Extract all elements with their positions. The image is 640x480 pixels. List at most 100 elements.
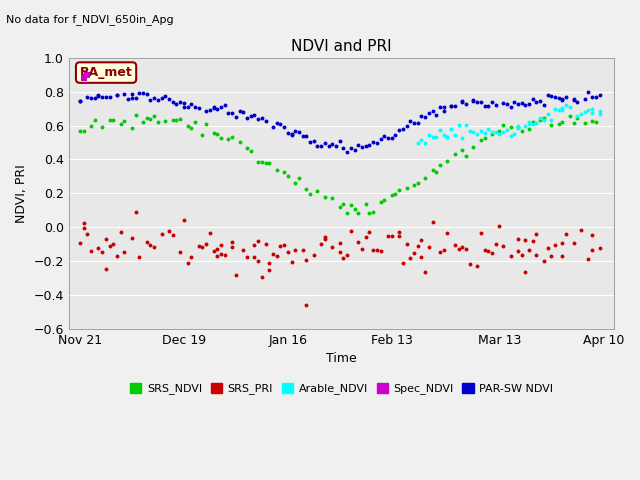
Point: [149, 243, 159, 251]
Point: [116, 120, 126, 128]
Point: [242, 144, 252, 152]
Point: [372, 246, 382, 253]
Point: [253, 237, 263, 245]
Point: [82, 94, 92, 101]
Point: [168, 231, 178, 239]
Point: [182, 260, 193, 267]
Point: [428, 133, 438, 141]
Point: [476, 136, 486, 144]
Point: [376, 135, 386, 143]
Point: [561, 93, 572, 100]
Point: [539, 117, 549, 124]
Point: [100, 94, 111, 101]
Point: [498, 128, 508, 136]
Point: [353, 141, 364, 149]
Point: [294, 174, 304, 182]
Point: [301, 256, 312, 264]
Point: [524, 125, 534, 133]
Point: [394, 228, 404, 236]
Point: [104, 93, 115, 100]
Point: [316, 142, 326, 149]
Point: [286, 131, 296, 139]
Point: [320, 236, 330, 243]
Point: [360, 143, 371, 150]
Point: [131, 208, 141, 216]
Point: [535, 116, 545, 123]
Point: [349, 146, 360, 154]
Point: [119, 248, 129, 256]
Point: [487, 129, 497, 136]
Point: [498, 99, 508, 107]
Point: [127, 124, 137, 132]
Point: [587, 246, 597, 254]
Point: [416, 253, 426, 261]
Point: [342, 148, 352, 156]
Point: [160, 117, 170, 125]
Point: [457, 146, 467, 154]
Point: [568, 239, 579, 247]
Point: [90, 116, 100, 124]
Point: [431, 133, 442, 141]
Point: [145, 96, 156, 104]
Point: [242, 115, 252, 122]
Point: [424, 109, 434, 117]
Point: [494, 222, 504, 229]
Point: [476, 98, 486, 106]
Point: [327, 140, 337, 147]
Point: [201, 120, 211, 128]
Point: [223, 135, 234, 143]
Point: [205, 106, 215, 114]
Point: [149, 95, 159, 102]
Point: [238, 108, 248, 116]
Point: [201, 240, 211, 248]
Point: [446, 126, 456, 133]
Point: [149, 112, 159, 120]
Point: [506, 104, 516, 111]
Point: [409, 249, 419, 256]
Point: [457, 134, 467, 142]
Point: [568, 96, 579, 103]
Point: [450, 102, 460, 110]
Point: [561, 101, 572, 108]
Point: [479, 129, 490, 137]
Point: [472, 130, 482, 138]
Point: [401, 184, 412, 192]
Point: [494, 127, 504, 134]
Point: [172, 116, 182, 124]
Point: [431, 168, 442, 176]
Point: [104, 242, 115, 250]
Point: [357, 245, 367, 253]
Point: [364, 209, 374, 217]
Point: [364, 141, 374, 149]
Point: [513, 124, 523, 132]
Point: [186, 100, 196, 108]
Point: [394, 186, 404, 193]
Point: [186, 124, 196, 132]
Point: [253, 115, 263, 122]
Point: [591, 118, 601, 125]
Point: [457, 98, 467, 106]
Point: [260, 117, 271, 125]
Point: [557, 239, 568, 247]
Point: [595, 91, 605, 98]
Point: [494, 130, 504, 138]
Point: [546, 93, 556, 100]
Point: [438, 132, 449, 139]
Point: [97, 93, 108, 101]
Point: [572, 112, 582, 120]
Point: [119, 118, 129, 125]
Point: [554, 120, 564, 128]
Point: [153, 119, 163, 126]
Point: [249, 241, 259, 249]
Point: [290, 179, 300, 187]
Point: [420, 140, 430, 147]
Point: [513, 247, 523, 255]
Point: [253, 158, 263, 166]
Point: [580, 120, 590, 127]
Point: [376, 199, 386, 206]
Point: [564, 103, 575, 110]
Point: [179, 216, 189, 224]
Point: [201, 107, 211, 114]
Point: [580, 95, 590, 103]
Point: [138, 90, 148, 97]
